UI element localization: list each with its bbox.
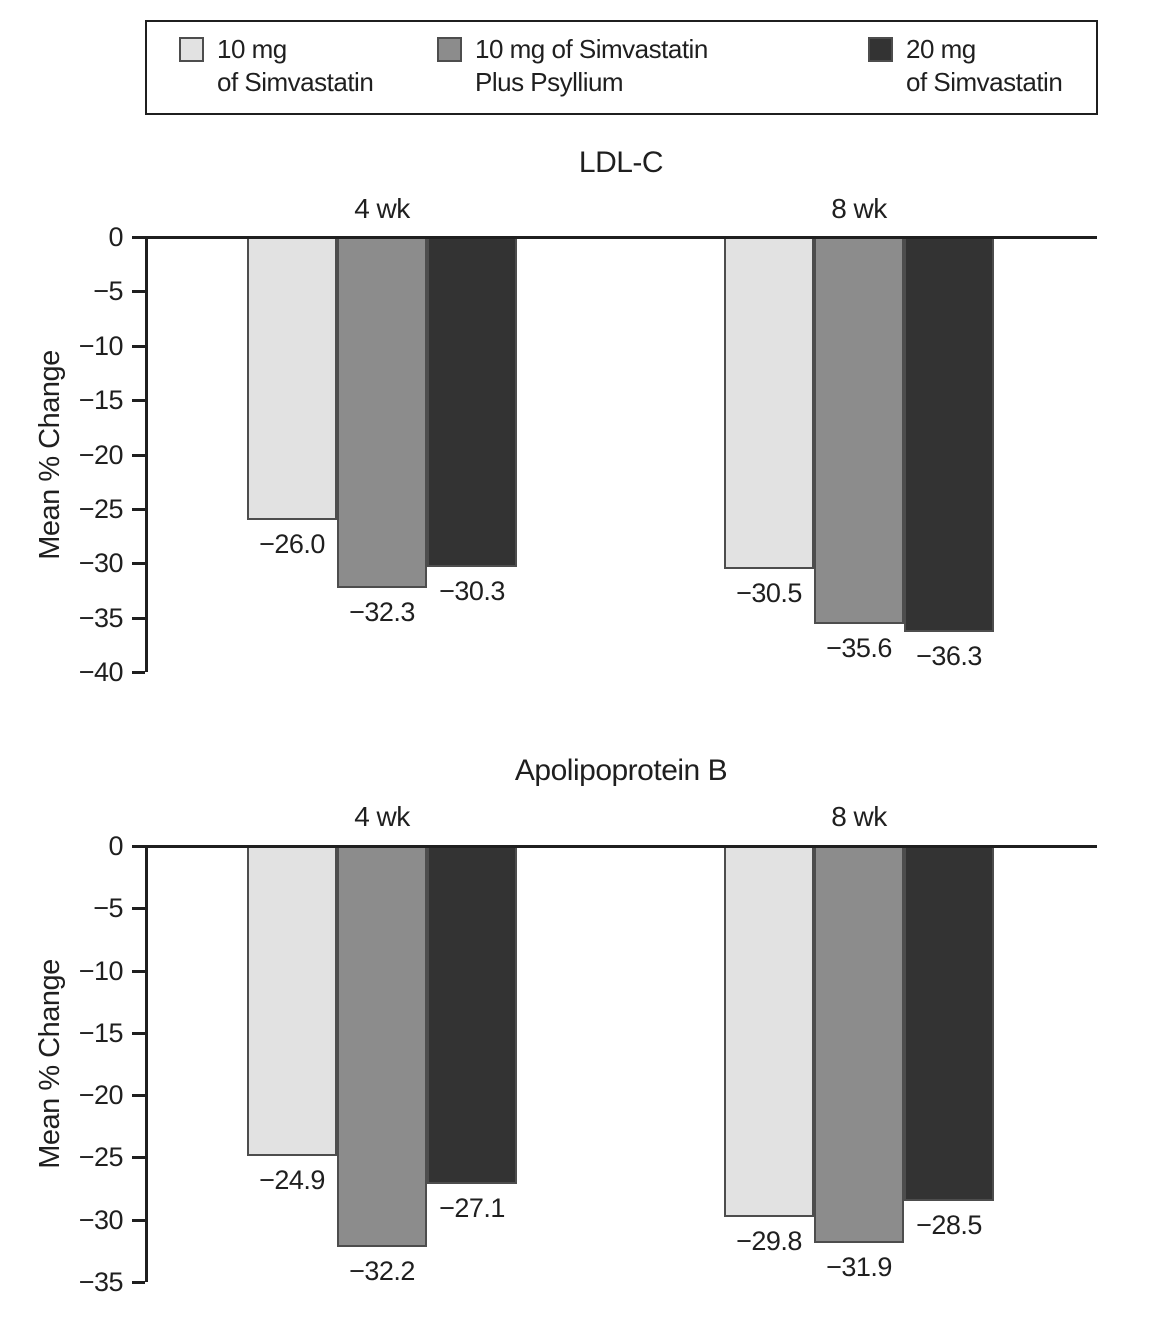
y-tick xyxy=(132,399,145,402)
x-axis-zero-line xyxy=(145,845,1097,848)
legend-label-line2: Plus Psyllium xyxy=(475,67,624,97)
y-tick-label: −35 xyxy=(78,1267,124,1297)
bar-value-label: −32.3 xyxy=(349,597,415,627)
bar xyxy=(247,237,337,520)
y-tick xyxy=(132,508,145,511)
y-tick-label: −10 xyxy=(78,331,124,361)
group-label: 8 wk xyxy=(831,193,887,224)
y-tick-label: −30 xyxy=(78,1205,124,1235)
legend-label-line1: 20 mg xyxy=(906,34,976,64)
legend-label-line2: of Simvastatin xyxy=(217,67,374,97)
y-axis-line xyxy=(145,846,148,1282)
y-tick-label: −15 xyxy=(78,1018,124,1048)
y-axis-line xyxy=(145,237,148,672)
y-tick-label: −5 xyxy=(93,893,123,923)
group-label: 8 wk xyxy=(831,801,887,832)
bar xyxy=(427,846,517,1184)
bar-value-label: −31.9 xyxy=(826,1252,892,1282)
y-tick xyxy=(132,454,145,457)
x-axis-zero-line xyxy=(145,236,1097,239)
y-tick-label: −25 xyxy=(78,1142,124,1172)
y-tick xyxy=(132,1219,145,1222)
y-tick-label: −40 xyxy=(78,657,124,687)
bar-value-label: −29.8 xyxy=(736,1226,802,1256)
bar-value-label: −24.9 xyxy=(259,1165,325,1195)
y-tick xyxy=(132,236,145,239)
y-tick xyxy=(132,845,145,848)
bar-value-label: −26.0 xyxy=(259,529,325,559)
bar-value-label: −30.5 xyxy=(736,578,802,608)
y-tick xyxy=(132,1032,145,1035)
bar-value-label: −27.1 xyxy=(439,1193,505,1223)
legend-swatch-icon xyxy=(868,37,893,62)
y-tick-label: −5 xyxy=(93,276,123,306)
legend-swatch-icon xyxy=(437,37,462,62)
legend-label-line2: of Simvastatin xyxy=(906,67,1063,97)
bar xyxy=(427,237,517,567)
plot-area: 0 −5 −10 −15 −20 −25 −30 −35 −40 −26.0 −30.5 −32.3−… xyxy=(79,222,1097,687)
y-tick xyxy=(132,617,145,620)
y-tick-label: −30 xyxy=(78,548,124,578)
group-label: 4 wk xyxy=(354,801,410,832)
bar xyxy=(247,846,337,1156)
y-tick-label: 0 xyxy=(108,222,123,252)
chart-title: Apolipoprotein B xyxy=(514,754,728,787)
y-tick xyxy=(132,562,145,565)
legend-label-line1: 10 mg of Simvastatin xyxy=(475,34,708,64)
y-tick-label: −20 xyxy=(78,1080,124,1110)
bar xyxy=(814,846,904,1243)
y-tick xyxy=(132,1094,145,1097)
bar-value-label: −36.3 xyxy=(916,641,982,671)
bar xyxy=(904,846,994,1201)
group-label: 4 wk xyxy=(354,193,410,224)
y-tick-label: −15 xyxy=(78,385,124,415)
bar-value-label: −30.3 xyxy=(439,576,505,606)
legend-box: 10 mg of Simvastatin 10 mg of Simvastatin P… xyxy=(145,20,1098,115)
y-tick xyxy=(132,1156,145,1159)
bar-value-label: −32.2 xyxy=(349,1256,415,1286)
bar xyxy=(904,237,994,632)
y-tick xyxy=(132,1281,145,1284)
y-tick-label: −35 xyxy=(78,603,124,633)
plot-area: 0 −5 −10 −15 −20 −25 −30 −35 −24.9 −29.8 −32.2 −31.… xyxy=(79,831,1097,1297)
y-tick-label: −25 xyxy=(78,494,124,524)
y-tick xyxy=(132,345,145,348)
bar xyxy=(724,846,814,1217)
bar xyxy=(814,237,904,624)
chart-title: LDL-C xyxy=(578,146,664,179)
y-tick xyxy=(132,671,145,674)
bar xyxy=(724,237,814,569)
y-tick-label: 0 xyxy=(108,831,123,861)
y-tick xyxy=(132,907,145,910)
bar xyxy=(337,237,427,588)
legend-swatch-icon xyxy=(179,37,204,62)
y-tick-label: −20 xyxy=(78,440,124,470)
y-tick xyxy=(132,970,145,973)
bar xyxy=(337,846,427,1247)
y-tick xyxy=(132,290,145,293)
legend-label-line1: 10 mg xyxy=(217,34,287,64)
bar-value-label: −28.5 xyxy=(916,1210,982,1240)
y-tick-label: −10 xyxy=(78,956,124,986)
bar-value-label: −35.6 xyxy=(826,633,892,663)
